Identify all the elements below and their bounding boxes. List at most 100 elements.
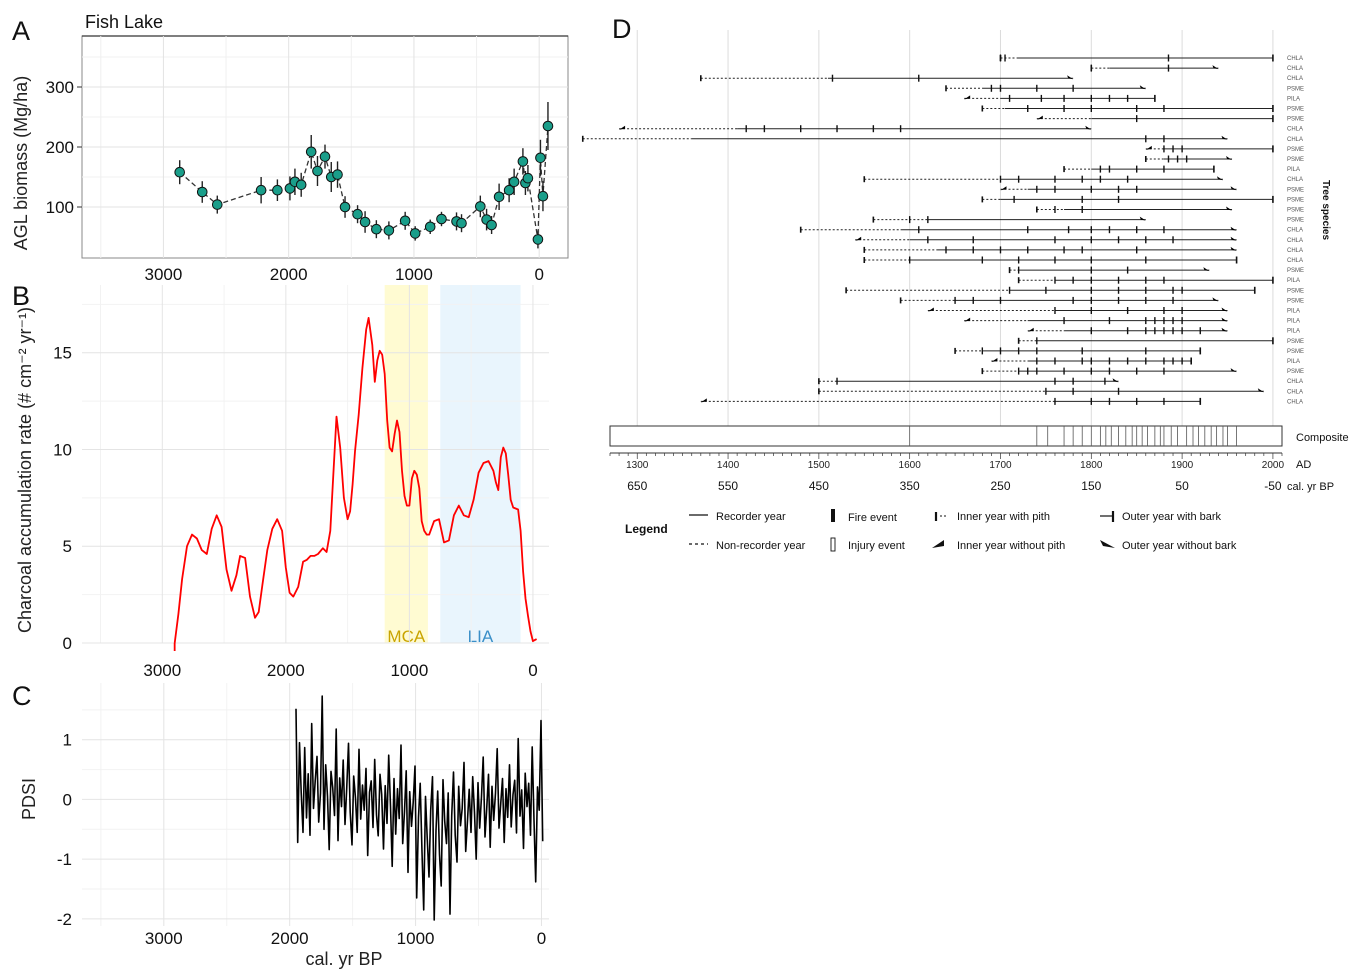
outer-year-no-bark-mark [1203, 267, 1210, 272]
panel-d-legend: Legend Recorder year Non-recorder year F… [625, 509, 1237, 552]
legend-injury-label: Injury event [848, 540, 905, 552]
tree-species-label: CHLA [1287, 66, 1303, 72]
panel-a-data-point [352, 208, 363, 220]
bp-tick-label: 350 [900, 479, 920, 493]
panel-a-x-tick-label: 2000 [270, 265, 308, 284]
panel-c-y-tick-label: -2 [57, 910, 72, 929]
panel-b-x-tick-label: 1000 [390, 661, 428, 680]
tree-series-row: CHLA [863, 175, 1303, 183]
tree-species-label: CHLA [1287, 399, 1303, 405]
panel-a-marks [174, 102, 554, 249]
panel-d-tree-series: CHLA CHLA CHLA PSME PILA PSME PSME CHLA CHLA PSME… [581, 54, 1304, 405]
bp-tick-label: 550 [718, 479, 738, 493]
panel-a-title: Fish Lake [85, 12, 163, 32]
ad-tick-label: 1500 [808, 460, 831, 471]
tree-species-label: PSME [1287, 197, 1304, 203]
outer-year-no-bark-mark [1221, 317, 1228, 322]
panel-a-data-point [332, 169, 343, 180]
bp-tick-label: 650 [627, 479, 647, 493]
tree-series-row: PILA [964, 317, 1300, 325]
outer-year-no-bark-mark [1216, 176, 1223, 181]
tree-series-row: PSME [1008, 266, 1304, 274]
panel-a-data-point [508, 176, 520, 188]
tree-series-row: PILA [1063, 165, 1300, 173]
inner-year-no-pith-mark [991, 358, 998, 362]
tree-series-row: CHLA [999, 54, 1303, 62]
panel-b-x-tick-label: 2000 [267, 661, 305, 680]
tree-species-label: PSME [1287, 298, 1304, 304]
tree-series-row: PSME [1017, 337, 1304, 345]
panel-a-data-point [535, 152, 546, 164]
panel-a-data-point [436, 213, 447, 225]
panel-b-charcoal-line [173, 317, 538, 644]
panel-a-biomass-chart: Fish Lake 100 200 300 3000 2000 1000 0 AGL bi… [11, 12, 569, 284]
outer-year-no-bark-mark [1230, 186, 1237, 191]
composite-label: Composite [1296, 432, 1349, 444]
panel-d-grid [636, 30, 1274, 426]
tree-series-row: PILA [991, 357, 1300, 365]
tree-series-row: PSME [981, 367, 1304, 375]
panel-a-data-point [319, 151, 331, 162]
tree-series-row: CHLA [863, 246, 1303, 254]
panel-b-shade-lia [440, 285, 521, 643]
panel-c-y-tick-label: -1 [57, 850, 72, 869]
tree-species-label: PILA [1287, 96, 1300, 102]
tree-species-label: PILA [1287, 329, 1300, 335]
panel-a-x-tick-label: 0 [534, 265, 543, 284]
tree-species-label: PSME [1287, 339, 1304, 345]
inner-year-no-pith-mark [1145, 145, 1152, 150]
tree-series-row: PSME [1000, 185, 1304, 193]
tree-series-row: CHLA [855, 236, 1303, 244]
panel-a-data-point [371, 223, 382, 235]
tree-species-label: PILA [1287, 319, 1300, 325]
panel-a-data-point [196, 186, 208, 198]
panel-b-y-tick-label: 5 [63, 537, 72, 556]
panel-a-data-point [383, 225, 395, 236]
panel-a-strip [82, 12, 568, 36]
tree-series-row: CHLA [700, 397, 1303, 405]
legend-title: Legend [625, 522, 668, 536]
inner-year-no-pith-mark [1036, 115, 1043, 120]
panel-c-x-axis-label: cal. yr BP [305, 949, 382, 969]
panel-a-grid [82, 36, 568, 258]
panel-d-axis: 1300 1400 1500 1600 1700 1800 1900 2000 650 550 45… [609, 452, 1284, 493]
tree-series-row: PILA [927, 307, 1300, 315]
panel-letter-a: A [12, 16, 30, 46]
outer-year-no-bark-mark [1139, 85, 1146, 90]
composite-box [609, 425, 1283, 447]
inner-year-no-pith-mark [964, 95, 971, 100]
tree-species-label: PSME [1287, 268, 1304, 274]
outer-year-no-bark-mark [1085, 125, 1092, 130]
panel-a-y-axis-label: AGL biomass (Mg/ha) [11, 76, 31, 250]
outer-year-no-bark-mark [1226, 206, 1233, 211]
tree-series-row: PSME [1036, 206, 1304, 214]
panel-b-grid [82, 285, 549, 644]
legend-inner-nopith-swatch [932, 540, 944, 548]
tree-species-label: PILA [1287, 278, 1300, 284]
panel-letter-d: D [612, 14, 632, 44]
tree-series-row: PSME [872, 216, 1304, 224]
legend-outer-bark-label: Outer year with bark [1122, 511, 1222, 523]
legend-recorder-label: Recorder year [716, 511, 786, 523]
panel-b-x-tick-label: 0 [528, 661, 537, 680]
legend-outer-nobark-swatch [1100, 540, 1115, 548]
panel-a-data-point [493, 191, 505, 203]
panel-b-y-tick-label: 0 [63, 634, 72, 653]
ad-tick-label: 1700 [989, 460, 1012, 471]
ad-tick-label: 1900 [1171, 460, 1194, 471]
panel-b-x-tick-label: 3000 [143, 661, 181, 680]
tree-species-label: PSME [1287, 187, 1304, 193]
legend-outer-nobark-label: Outer year without bark [1122, 540, 1237, 552]
tree-species-label: PILA [1287, 359, 1300, 365]
ad-tick-label: 1400 [717, 460, 740, 471]
panel-a-data-point [456, 217, 467, 229]
outer-year-no-bark-mark [1230, 226, 1237, 231]
tree-series-row: PSME [899, 296, 1304, 304]
panel-c-marks [295, 695, 544, 921]
tree-species-label: CHLA [1287, 389, 1303, 395]
panel-c-y-axis-label: PDSI [19, 778, 39, 820]
tree-species-label: CHLA [1287, 137, 1303, 143]
panel-b-charcoal-chart: MCA LIA 0 5 10 15 3000 2000 1000 0 Charcoal acc… [15, 285, 549, 680]
outer-year-no-bark-mark [1230, 246, 1237, 251]
